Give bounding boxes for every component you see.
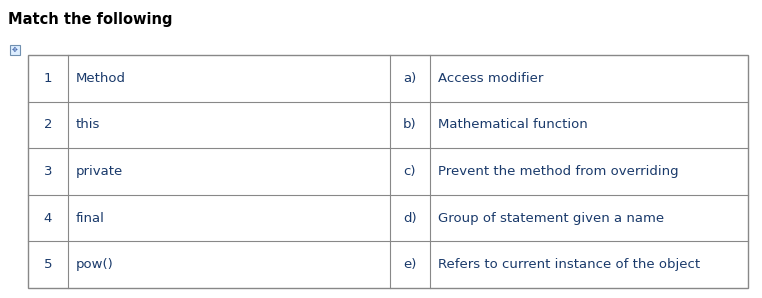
Text: private: private [76, 165, 123, 178]
Text: pow(): pow() [76, 258, 114, 271]
Text: Group of statement given a name: Group of statement given a name [438, 212, 664, 225]
Text: 2: 2 [43, 118, 53, 131]
Text: b): b) [403, 118, 417, 131]
Text: 3: 3 [43, 165, 53, 178]
Text: 4: 4 [43, 212, 52, 225]
Bar [10, 45, 20, 55]
Text: e): e) [403, 258, 417, 271]
Text: Method: Method [76, 72, 126, 85]
Text: 5: 5 [43, 258, 53, 271]
Text: d): d) [403, 212, 417, 225]
Text: final: final [76, 212, 105, 225]
Text: Mathematical function: Mathematical function [438, 118, 588, 131]
Text: a): a) [403, 72, 417, 85]
Text: Match the following: Match the following [8, 12, 172, 27]
Text: Prevent the method from overriding: Prevent the method from overriding [438, 165, 679, 178]
Text: Refers to current instance of the object: Refers to current instance of the object [438, 258, 700, 271]
Text: 1: 1 [43, 72, 53, 85]
Text: c): c) [404, 165, 416, 178]
Text: Access modifier: Access modifier [438, 72, 543, 85]
Text: this: this [76, 118, 101, 131]
Text: ✥: ✥ [12, 47, 18, 53]
